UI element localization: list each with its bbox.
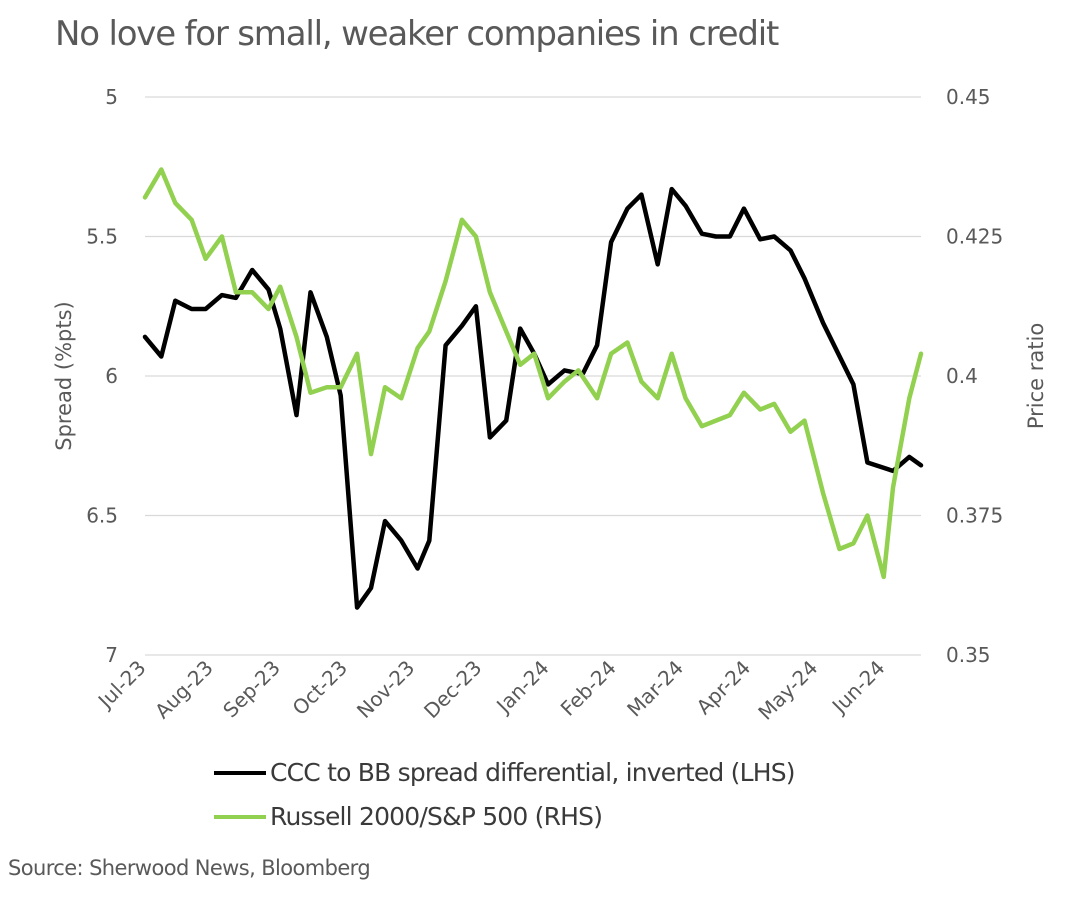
y-tick-label-left: 7 — [105, 643, 118, 667]
x-tick-label: Mar-24 — [622, 656, 688, 722]
x-tick-label: May-24 — [753, 656, 822, 725]
y-tick-label-left: 5 — [105, 85, 118, 109]
source-note: Source: Sherwood News, Bloomberg — [8, 856, 371, 880]
y-axis-right-ticks: 0.45 0.425 0.4 0.375 0.35 — [946, 85, 1003, 667]
y-tick-label-right: 0.4 — [946, 364, 978, 388]
y-tick-label-right: 0.45 — [946, 85, 991, 109]
y-axis-right-title: Price ratio — [1024, 323, 1048, 429]
legend-item-ccc-bb: CCC to BB spread differential, inverted … — [214, 758, 796, 787]
x-axis-ticks: Jul-23 Aug-23 Sep-23 Oct-23 Nov-23 Dec-23 Jan-… — [92, 656, 890, 725]
y-tick-label-left: 6 — [105, 364, 118, 388]
series-line-russell — [142, 167, 924, 580]
y-tick-label-left: 6.5 — [86, 504, 118, 528]
series-line-ccc-bb — [142, 186, 924, 610]
x-tick-label: Sep-23 — [218, 656, 285, 723]
legend-label-russell: Russell 2000/S&P 500 (RHS) — [270, 802, 603, 831]
y-tick-label-right: 0.375 — [946, 504, 1003, 528]
x-tick-label: Apr-24 — [692, 656, 756, 720]
gridlines — [145, 96, 921, 656]
y-tick-label-left: 5.5 — [86, 225, 118, 249]
chart-title: No love for small, weaker companies in c… — [55, 14, 779, 54]
series-lines — [142, 167, 924, 610]
y-axis-left-ticks: 5 5.5 6 6.5 7 — [86, 85, 118, 667]
x-tick-label: Aug-23 — [150, 656, 218, 724]
y-axis-left-title: Spread (%pts) — [52, 301, 76, 450]
x-tick-label: Jul-23 — [92, 656, 151, 715]
y-tick-label-right: 0.425 — [946, 225, 1003, 249]
legend-item-russell: Russell 2000/S&P 500 (RHS) — [214, 802, 603, 831]
y-tick-label-right: 0.35 — [946, 643, 991, 667]
legend-swatch-black — [214, 770, 266, 775]
x-tick-label: Feb-24 — [556, 656, 621, 721]
x-tick-label: Nov-23 — [352, 656, 419, 723]
legend-swatch-green — [214, 814, 266, 819]
x-tick-label: Jun-24 — [826, 656, 890, 720]
x-tick-label: Jan-24 — [490, 656, 553, 719]
legend-label-ccc-bb: CCC to BB spread differential, inverted … — [270, 758, 796, 787]
x-tick-label: Oct-23 — [288, 656, 353, 721]
x-tick-label: Dec-23 — [419, 656, 486, 723]
